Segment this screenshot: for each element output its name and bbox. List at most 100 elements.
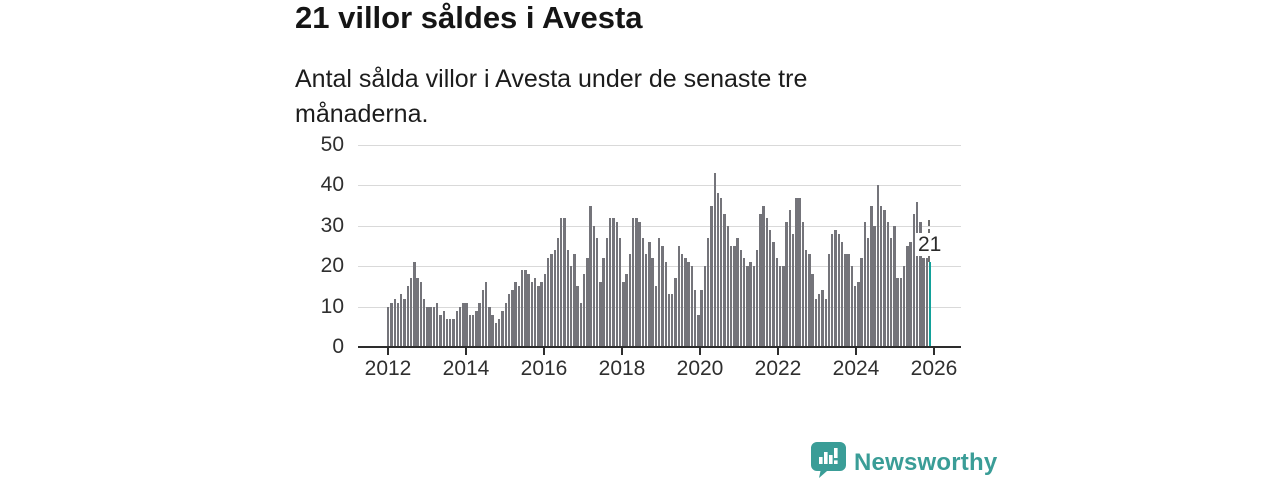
bar xyxy=(413,262,416,347)
bar xyxy=(471,314,475,347)
bar xyxy=(533,278,537,347)
bar xyxy=(716,193,720,347)
x-axis-tick-label: 2024 xyxy=(832,357,880,380)
bar xyxy=(775,258,778,347)
x-axis-tick xyxy=(777,348,779,355)
bar xyxy=(706,237,710,347)
bar xyxy=(625,274,628,347)
bar xyxy=(674,278,677,347)
bar xyxy=(628,254,632,347)
bar xyxy=(693,290,697,347)
annotation-label: 21 xyxy=(916,233,944,256)
bar xyxy=(576,286,579,347)
bar xyxy=(850,266,854,347)
bar xyxy=(445,318,449,347)
bar xyxy=(844,254,847,347)
bar xyxy=(566,250,569,347)
bar xyxy=(814,298,818,347)
bar xyxy=(899,278,903,347)
bar xyxy=(749,262,752,347)
bar xyxy=(422,298,426,347)
bar xyxy=(827,254,831,347)
bar xyxy=(586,258,589,347)
bar xyxy=(511,290,514,347)
bar xyxy=(824,298,827,347)
bar xyxy=(605,237,609,347)
bar xyxy=(426,306,429,347)
newsworthy-logo-icon xyxy=(810,441,847,480)
bar xyxy=(543,274,547,347)
bar xyxy=(618,237,622,347)
bar xyxy=(530,282,534,347)
bar xyxy=(439,314,442,347)
bar xyxy=(442,310,445,347)
bar xyxy=(889,237,893,347)
bar xyxy=(579,302,583,347)
bar xyxy=(406,286,410,347)
bar xyxy=(736,237,739,347)
bar xyxy=(733,246,736,347)
bar xyxy=(680,254,684,347)
y-axis-tick-label: 20 xyxy=(320,254,344,278)
bar xyxy=(661,246,664,347)
bar xyxy=(563,217,566,347)
bar xyxy=(755,250,759,347)
bar xyxy=(902,266,906,347)
bar xyxy=(866,237,870,347)
bar xyxy=(403,298,406,347)
bar xyxy=(602,258,605,347)
bar xyxy=(498,318,501,347)
bar xyxy=(631,217,635,347)
bar xyxy=(677,246,681,347)
bar xyxy=(788,209,792,347)
bar xyxy=(573,254,576,347)
bar xyxy=(595,237,599,347)
bar xyxy=(746,266,749,347)
bar xyxy=(455,310,458,347)
x-axis-tick-label: 2018 xyxy=(598,357,646,380)
bar xyxy=(700,290,703,347)
bar xyxy=(622,282,625,347)
bar xyxy=(671,294,674,347)
bar xyxy=(778,266,782,347)
bar xyxy=(478,302,481,347)
bar xyxy=(893,225,896,347)
y-axis-tick-label: 0 xyxy=(332,335,344,358)
bar xyxy=(654,286,658,347)
bar xyxy=(432,306,436,347)
x-axis-tick-label: 2020 xyxy=(676,357,724,380)
bar xyxy=(465,302,468,347)
bar xyxy=(840,241,844,347)
bar xyxy=(759,213,762,347)
gridline xyxy=(358,145,961,146)
bar xyxy=(488,306,491,347)
bar xyxy=(582,274,586,347)
bar xyxy=(589,205,592,347)
bar xyxy=(798,197,801,347)
bar xyxy=(785,221,788,347)
bar xyxy=(821,290,824,347)
bar xyxy=(853,286,857,347)
bar xyxy=(795,197,798,347)
bar xyxy=(507,294,511,347)
bar xyxy=(713,173,716,347)
bar xyxy=(690,266,694,347)
bar xyxy=(540,282,543,347)
bar xyxy=(475,310,478,347)
bar xyxy=(720,197,723,347)
x-axis-line xyxy=(358,346,961,348)
bar xyxy=(537,286,540,347)
bar xyxy=(772,241,775,347)
bar xyxy=(919,221,922,347)
bar xyxy=(419,282,423,347)
bar xyxy=(556,237,560,347)
bar xyxy=(925,258,929,347)
bar xyxy=(409,278,413,347)
bar xyxy=(644,254,648,347)
x-axis-tick xyxy=(387,348,389,355)
bar xyxy=(834,229,837,347)
bar xyxy=(870,205,873,347)
x-axis-tick xyxy=(855,348,857,355)
chart-subtitle: Antal sålda villor i Avesta under de sen… xyxy=(295,65,808,128)
bar xyxy=(837,233,840,347)
